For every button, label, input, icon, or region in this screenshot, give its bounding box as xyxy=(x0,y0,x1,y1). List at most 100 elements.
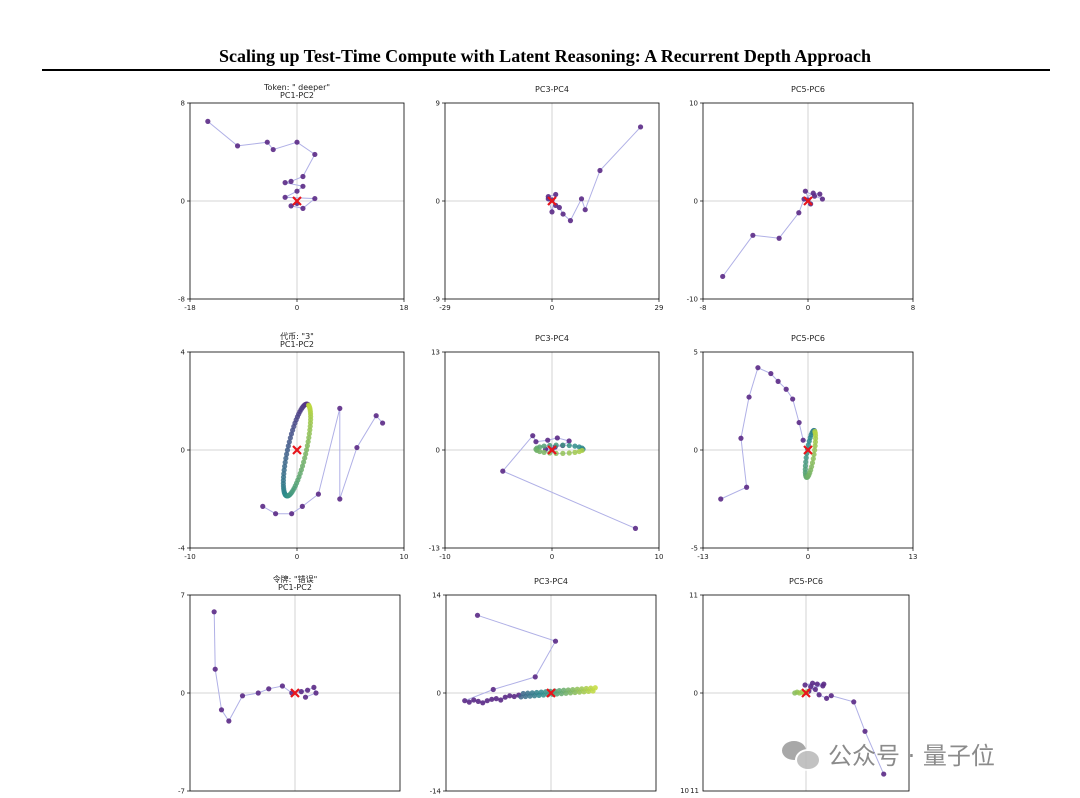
data-point xyxy=(302,455,308,461)
data-point xyxy=(287,435,293,441)
data-point xyxy=(554,435,560,441)
panel-title: PC3-PC4 xyxy=(535,85,569,94)
data-point xyxy=(288,203,294,209)
data-point xyxy=(337,496,343,502)
data-point xyxy=(466,699,472,705)
x-tick-label: 0 xyxy=(550,553,554,561)
trajectory-line xyxy=(722,190,824,277)
row-label: Token: " deeper" xyxy=(263,83,330,92)
y-tick-label: -9 xyxy=(433,296,440,304)
data-point xyxy=(530,433,536,439)
y-tick-label: 11 xyxy=(689,592,698,600)
chart-panel-row1-col1: 8 0 -8-18 0 18 Token: " deeper"PC1-PC2 xyxy=(178,83,408,312)
data-point xyxy=(305,687,311,693)
y-tick-label: 0 xyxy=(437,690,441,698)
data-point xyxy=(511,693,517,700)
y-tick-label: 13 xyxy=(431,349,440,357)
data-point xyxy=(294,139,300,145)
data-point xyxy=(572,443,578,449)
y-tick-label: -8 xyxy=(178,296,185,304)
data-point xyxy=(211,609,217,615)
data-point xyxy=(560,450,566,456)
x-tick-label: 18 xyxy=(400,304,409,312)
data-point xyxy=(537,448,543,455)
data-point xyxy=(354,444,360,451)
data-point xyxy=(301,459,307,465)
data-point xyxy=(489,696,495,702)
data-point xyxy=(810,456,816,462)
data-point xyxy=(821,681,827,687)
data-point xyxy=(306,435,312,441)
data-point xyxy=(285,443,291,449)
y-tick-label: -5 xyxy=(691,545,698,553)
x-tick-label: -10 xyxy=(184,553,195,561)
chart-panel-row2-col1: 4 0 -4-10 0 10 代币: "3"PC1-PC2 xyxy=(178,331,408,561)
data-point xyxy=(270,146,276,153)
panel-title: PC3-PC4 xyxy=(535,334,569,343)
trajectory-line xyxy=(207,121,317,209)
data-point xyxy=(313,690,319,696)
data-point xyxy=(255,690,261,696)
data-point xyxy=(545,437,551,443)
panel-title: PC5-PC6 xyxy=(791,85,825,94)
data-point xyxy=(282,459,288,465)
data-point xyxy=(552,638,559,644)
data-point xyxy=(755,365,761,371)
data-point xyxy=(805,442,811,448)
data-point xyxy=(549,209,555,215)
data-point xyxy=(746,394,752,400)
data-point xyxy=(812,443,818,449)
data-point xyxy=(226,718,232,724)
x-tick-label: -29 xyxy=(439,304,450,312)
y-tick-label: 0 xyxy=(181,447,185,455)
data-point xyxy=(260,503,266,509)
data-point xyxy=(819,196,826,202)
data-point xyxy=(800,437,806,443)
data-point xyxy=(337,405,343,411)
converge-marker xyxy=(292,445,302,455)
panel-title: PC3-PC4 xyxy=(534,577,568,586)
data-point xyxy=(311,684,317,691)
chart-panel-row2-col3: 5 0 -5-13 0 13 PC5-PC6 xyxy=(691,334,917,561)
y-tick-label: 0 xyxy=(694,198,698,206)
watermark-text: 公众号 · 量子位 xyxy=(828,742,995,770)
chart-panel-row3-col2: 14 0 -14 PC3-PC4 xyxy=(430,577,657,796)
data-point xyxy=(312,195,318,202)
data-point xyxy=(790,396,796,402)
x-tick-label: -10 xyxy=(439,553,450,561)
converge-marker xyxy=(547,196,557,206)
page-title: Scaling up Test-Time Compute with Latent… xyxy=(218,46,872,66)
data-point xyxy=(803,455,809,461)
data-point xyxy=(212,666,218,672)
data-point xyxy=(380,420,386,426)
chart-panel-row2-col2: 13 0 -13-10 0 10 PC3-PC4 xyxy=(429,334,664,561)
data-point xyxy=(282,194,288,200)
data-point xyxy=(507,693,513,699)
title-rule xyxy=(42,69,1050,71)
data-point xyxy=(812,447,818,453)
converge-marker xyxy=(547,445,557,455)
watermark: 公众号 · 量子位 xyxy=(782,736,995,771)
y-tick-label: 5 xyxy=(694,349,698,357)
data-point xyxy=(541,443,547,449)
data-point xyxy=(312,151,318,158)
data-point xyxy=(484,698,490,704)
chart-panel-row1-col2: 9 0 -9-29 0 29 PC3-PC4 xyxy=(433,85,663,312)
data-point xyxy=(578,196,585,202)
panel-title: PC5-PC6 xyxy=(791,334,825,343)
data-point xyxy=(814,681,820,687)
data-point xyxy=(828,693,834,699)
data-point xyxy=(592,685,598,691)
trajectory-line xyxy=(213,611,317,722)
x-tick-label: 0 xyxy=(806,553,810,561)
data-point xyxy=(809,680,816,686)
data-point xyxy=(218,707,225,713)
trajectory-line xyxy=(547,126,641,222)
converge-marker xyxy=(803,196,813,206)
data-point xyxy=(471,697,477,703)
data-point xyxy=(744,484,750,490)
data-point xyxy=(294,188,300,194)
data-point xyxy=(881,771,887,777)
data-point xyxy=(288,431,295,437)
data-point xyxy=(816,692,822,698)
